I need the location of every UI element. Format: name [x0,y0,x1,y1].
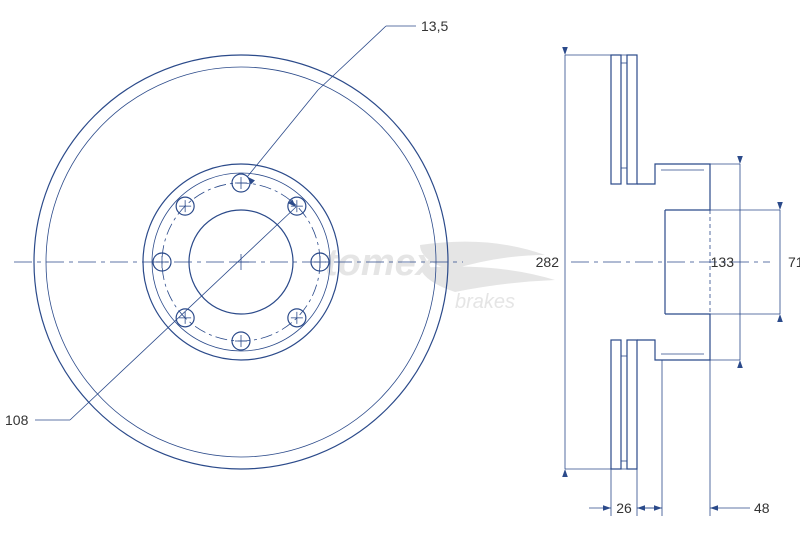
watermark: tomex brakes [325,242,555,313]
watermark-subtext: brakes [455,291,515,313]
dim-bolt-circle-dia: 108 [5,412,29,428]
dim-bore-dia: 71 [788,254,800,270]
dim-bolt-hole-dia: 13,5 [421,18,448,34]
dim-flange-thickness: 26 [616,500,632,516]
technical-drawing: tomex brakes 13,5 108 282 133 71 26 48 [0,0,800,533]
dim-outer-dia: 282 [536,254,560,270]
dim-hub-dia: 133 [711,254,735,270]
dim-overall-depth: 48 [754,500,770,516]
side-view [565,55,780,516]
